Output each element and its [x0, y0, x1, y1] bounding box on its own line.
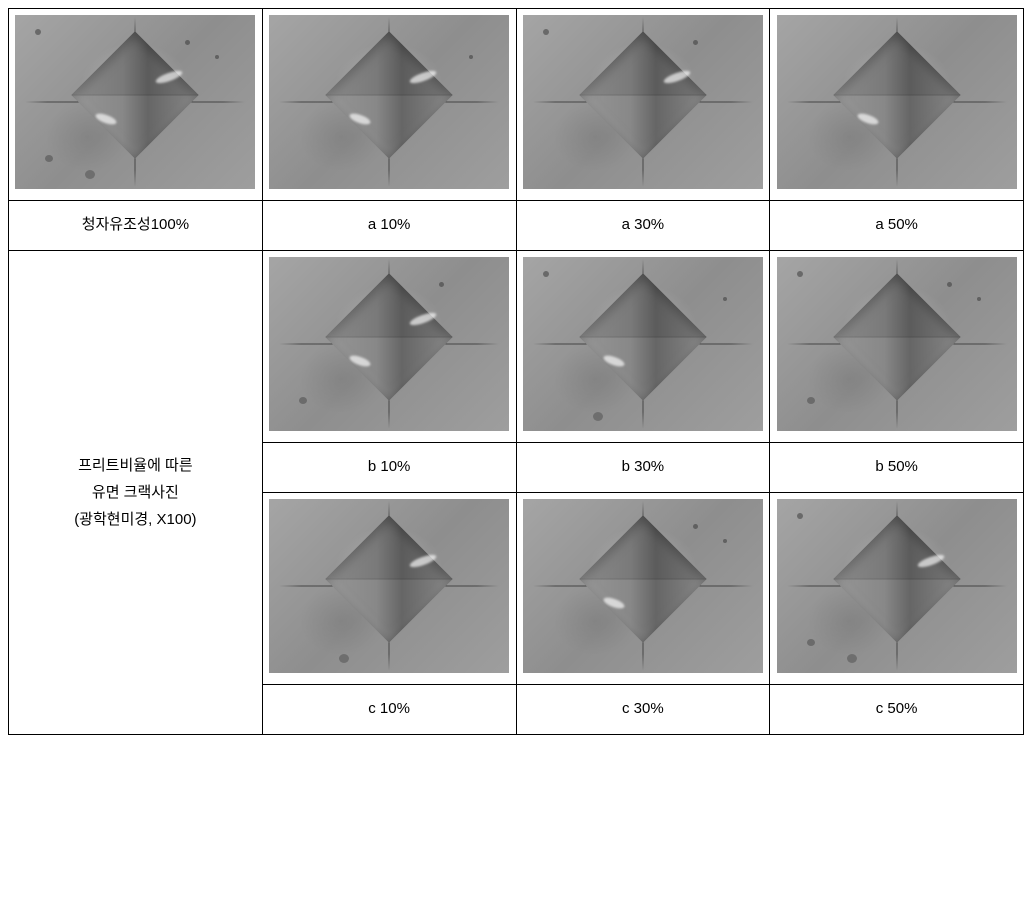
label-c10: c 10%	[262, 685, 516, 735]
label-b30: b 30%	[516, 443, 770, 493]
micrograph-table: 청자유조성100% a 10% a 30% a 50% 프리트비율에 따른 유면…	[8, 8, 1024, 735]
label-b10: b 10%	[262, 443, 516, 493]
image-row-b: 프리트비율에 따른 유면 크랙사진 (광학현미경, X100)	[9, 251, 1024, 443]
micrograph-c10	[269, 499, 509, 673]
micrograph-b10	[269, 257, 509, 431]
cell-c50-image	[770, 493, 1024, 685]
side-label-line1: 프리트비율에 따른	[78, 457, 193, 474]
micrograph-c30	[523, 499, 763, 673]
side-label-line3: (광학현미경, X100)	[74, 511, 196, 528]
label-c50: c 50%	[770, 685, 1024, 735]
label-a50: a 50%	[770, 201, 1024, 251]
cell-c10-image	[262, 493, 516, 685]
label-b50: b 50%	[770, 443, 1024, 493]
side-description-cell: 프리트비율에 따른 유면 크랙사진 (광학현미경, X100)	[9, 251, 263, 735]
cell-a30-image	[516, 9, 770, 201]
label-a30: a 30%	[516, 201, 770, 251]
cell-a50-image	[770, 9, 1024, 201]
cell-b30-image	[516, 251, 770, 443]
micrograph-c50	[777, 499, 1017, 673]
label-control: 청자유조성100%	[9, 201, 263, 251]
image-row-a	[9, 9, 1024, 201]
label-row-a: 청자유조성100% a 10% a 30% a 50%	[9, 201, 1024, 251]
micrograph-b30	[523, 257, 763, 431]
cell-a10-image	[262, 9, 516, 201]
cell-control-image	[9, 9, 263, 201]
micrograph-a30	[523, 15, 763, 189]
label-a10: a 10%	[262, 201, 516, 251]
micrograph-b50	[777, 257, 1017, 431]
cell-c30-image	[516, 493, 770, 685]
micrograph-a50	[777, 15, 1017, 189]
micrograph-a10	[269, 15, 509, 189]
side-label-line2: 유면 크랙사진	[92, 484, 179, 501]
cell-b10-image	[262, 251, 516, 443]
label-c30: c 30%	[516, 685, 770, 735]
micrograph-control	[15, 15, 255, 189]
cell-b50-image	[770, 251, 1024, 443]
